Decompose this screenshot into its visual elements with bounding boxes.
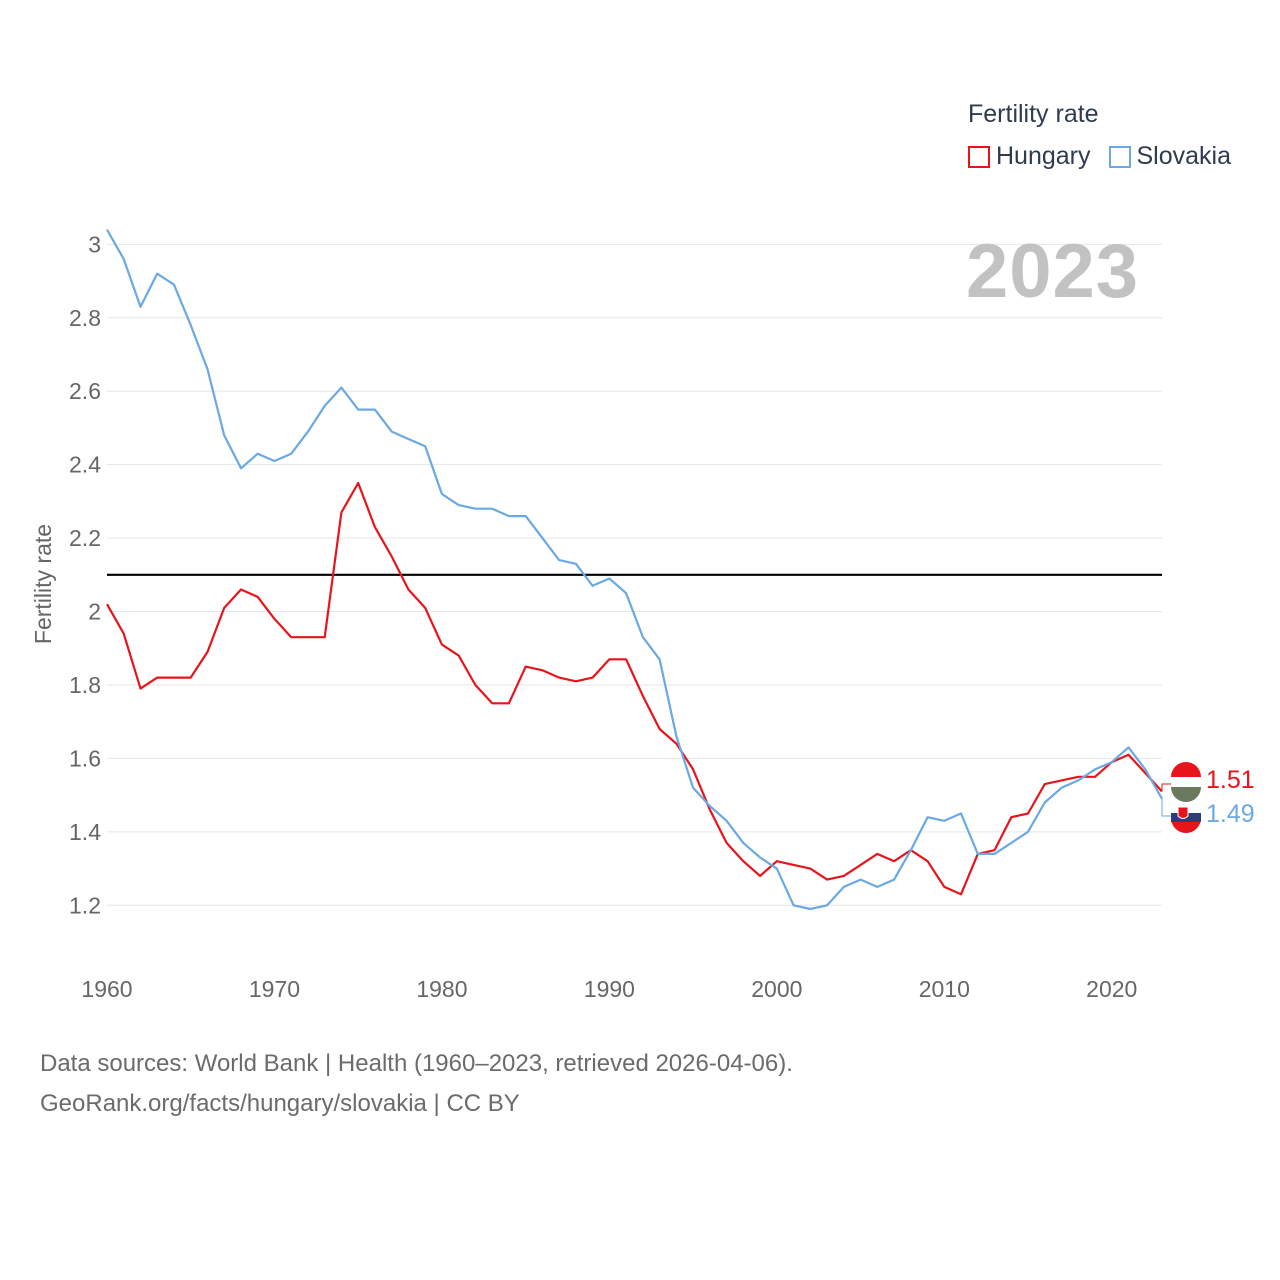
legend: Hungary Slovakia <box>968 142 1249 171</box>
flag-stripe-green <box>1171 787 1201 802</box>
legend-label-hungary: Hungary <box>996 142 1091 170</box>
end-connector <box>1161 783 1172 792</box>
y-tick-label: 1.8 <box>69 672 101 698</box>
end-value-hungary: 1.51 <box>1206 766 1255 794</box>
x-tick-label: 2000 <box>751 976 802 1002</box>
x-tick-label: 1970 <box>249 976 300 1002</box>
y-tick-label: 2.2 <box>69 525 101 551</box>
y-axis-label: Fertility rate <box>30 524 56 644</box>
y-tick-label: 1.4 <box>69 819 101 845</box>
footer-line-2: GeoRank.org/facts/hungary/slovakia | CC … <box>40 1090 520 1117</box>
flag-shield <box>1177 806 1189 819</box>
end-connector <box>1161 798 1172 817</box>
y-tick-label: 2.6 <box>69 378 101 404</box>
series-line-slovakia <box>106 229 1163 911</box>
legend-swatch-slovakia <box>1108 145 1131 168</box>
x-tick-label: 1990 <box>584 976 635 1002</box>
legend-item-hungary[interactable]: Hungary <box>968 142 1091 171</box>
footer-source: Data sources: World Bank | Health (1960–… <box>40 1044 793 1124</box>
y-tick-label: 2.4 <box>69 452 101 478</box>
x-tick-label: 2020 <box>1086 976 1137 1002</box>
y-tick-label: 1.6 <box>69 745 101 771</box>
flag-stripe-red <box>1171 762 1201 777</box>
end-value-slovakia: 1.49 <box>1206 800 1255 828</box>
y-tick-label: 1.2 <box>69 892 101 918</box>
flag-hungary-icon <box>1171 762 1201 802</box>
x-tick-label: 2010 <box>919 976 970 1002</box>
legend-title: Fertility rate <box>968 100 1099 128</box>
legend-swatch-hungary <box>968 145 990 168</box>
legend-item-slovakia[interactable]: Slovakia <box>1108 142 1232 171</box>
year-indicator: 2023 <box>966 229 1140 314</box>
series-line-hungary <box>106 481 1163 896</box>
y-tick-label: 2.8 <box>69 305 101 331</box>
y-tick-label: 2 <box>88 599 101 625</box>
y-tick-label: 3 <box>88 231 101 257</box>
x-tick-label: 1960 <box>81 976 132 1002</box>
legend-label-slovakia: Slovakia <box>1136 142 1232 170</box>
footer-line-1: Data sources: World Bank | Health (1960–… <box>40 1050 793 1077</box>
x-tick-label: 1980 <box>416 976 467 1002</box>
flag-slovakia-icon <box>1171 803 1201 833</box>
